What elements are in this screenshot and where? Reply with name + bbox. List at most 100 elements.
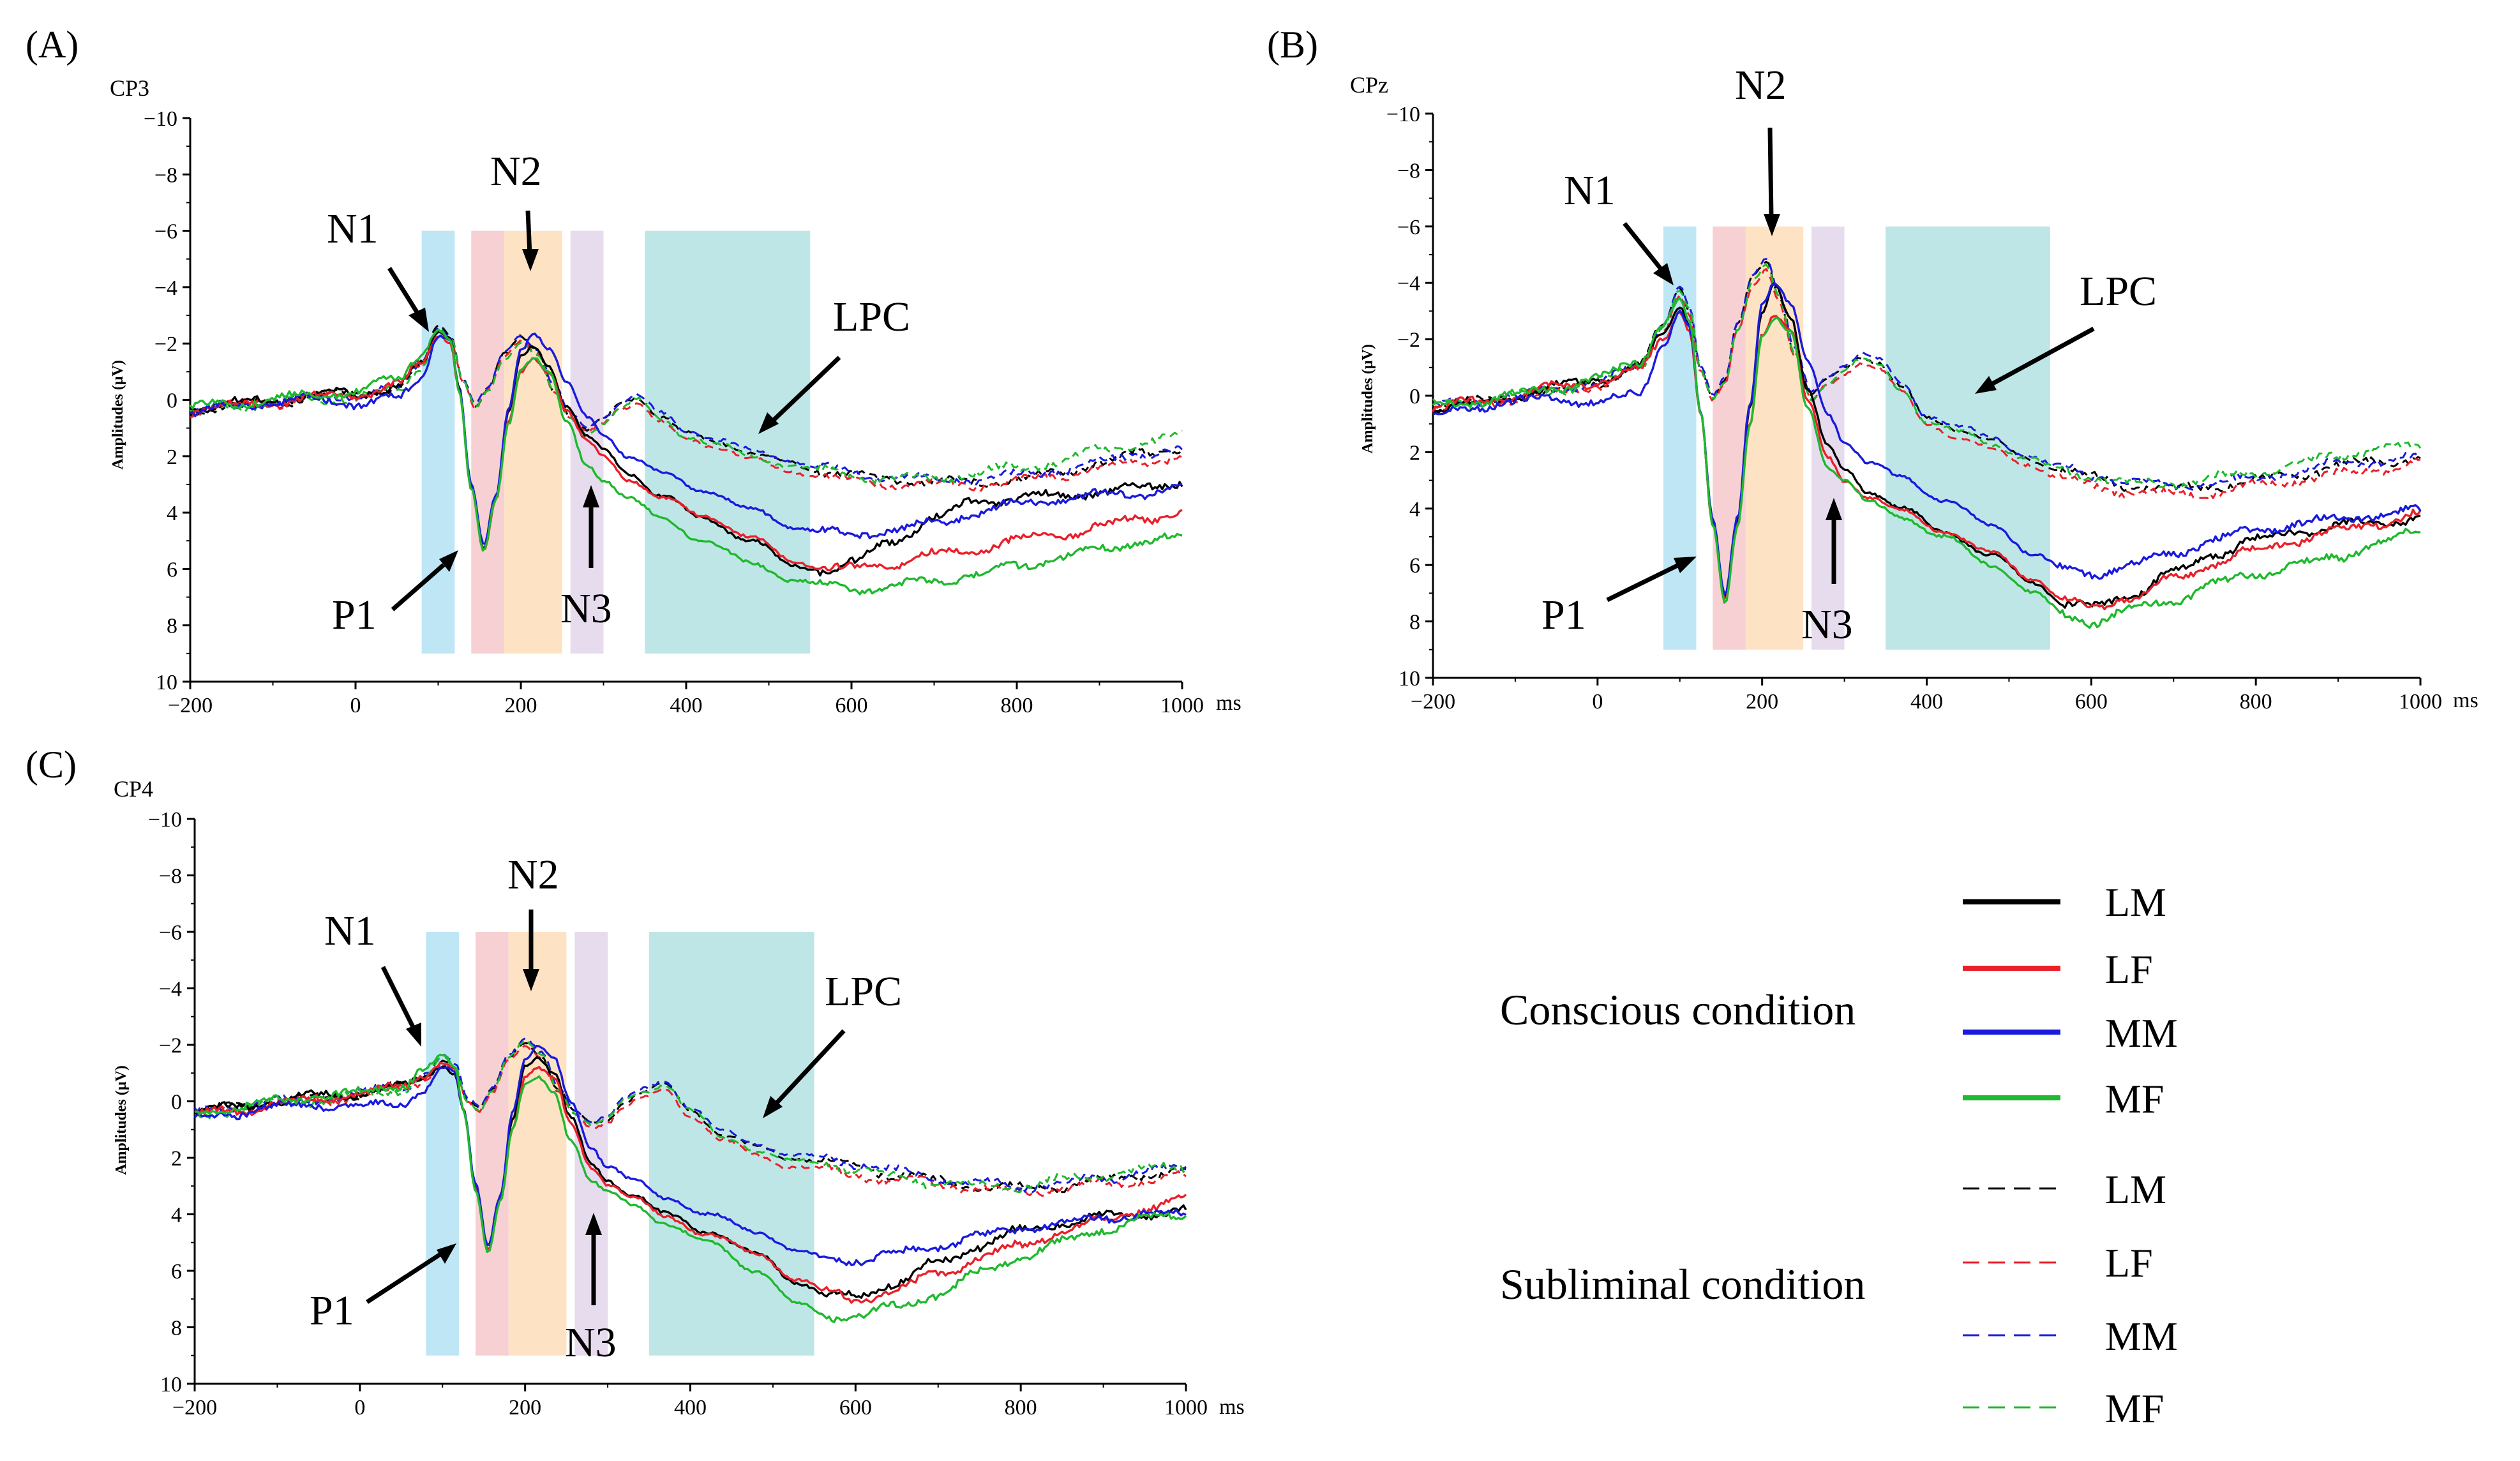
- y-tick-label: 0: [171, 1091, 182, 1114]
- y-tick-label: 8: [171, 1317, 182, 1340]
- arrowhead-n3: [1826, 498, 1842, 520]
- x-tick-label: 1000: [1164, 1396, 1208, 1420]
- x-tick-label: 400: [674, 1396, 707, 1420]
- erp-traces: [193, 1037, 1187, 1324]
- y-tick-label: 10: [160, 1373, 182, 1397]
- x-tick-label: 200: [1746, 690, 1778, 714]
- legend-item-subliminal-lm: LM: [2105, 1167, 2166, 1212]
- trace-conscious-lf: [190, 334, 1183, 572]
- annotation-n1: N1: [324, 908, 376, 954]
- annotation-n2: N2: [1735, 62, 1787, 109]
- erp-traces: [189, 324, 1183, 596]
- y-tick-label: −6: [1397, 216, 1420, 239]
- y-tick-label: −6: [159, 921, 182, 945]
- y-tick-label: 2: [1409, 441, 1420, 465]
- arrowhead-n2: [523, 969, 539, 991]
- legend-item-subliminal-mf: MF: [2105, 1386, 2164, 1431]
- annotation-p1: P1: [332, 592, 377, 638]
- y-tick-label: 2: [171, 1147, 182, 1171]
- annotation-n1: N1: [1564, 167, 1616, 214]
- y-tick-label: 4: [171, 1204, 182, 1227]
- panel-cp3: (A) CP3 −10 −8 −6 −4 −2 0 2 4 6 8 10−200 0 200 400 600…: [26, 24, 1241, 717]
- trace-conscious-mf: [1432, 297, 2421, 629]
- x-tick-label: −200: [172, 1396, 217, 1420]
- y-tick-label: −10: [144, 107, 177, 131]
- legend-item-subliminal-mm: MM: [2105, 1314, 2178, 1359]
- y-tick-label: 8: [1409, 611, 1420, 634]
- annotation-n3: N3: [1801, 601, 1853, 648]
- window-lpc: [645, 230, 811, 654]
- trace-conscious-mm: [193, 1044, 1187, 1266]
- y-tick-label: −10: [1386, 103, 1420, 126]
- x-axis-unit: ms: [2453, 689, 2479, 712]
- arrow-p1: [391, 563, 446, 611]
- y-axis-label: Amplitudes (μV): [1360, 344, 1376, 454]
- panel-cpz: (B) CPz −10 −8 −6 −4 −2 0 2 4 6 8 10−200 0 200 400 600…: [1267, 24, 2479, 714]
- window-n1: [426, 932, 460, 1356]
- arrowhead-lpc: [763, 1096, 783, 1118]
- window-lpc: [1886, 226, 2050, 650]
- legend-item-conscious-mf: MF: [2105, 1076, 2164, 1121]
- x-tick-label: 1000: [2399, 690, 2442, 714]
- axes: −10 −8 −6 −4 −2 0 2 4 6 8 10−200 0 200 400 600 800 1000: [148, 808, 1208, 1420]
- window-n2: [508, 932, 567, 1356]
- arrow-n1: [387, 267, 423, 320]
- y-tick-label: 4: [1409, 498, 1420, 521]
- arrowhead-n1: [406, 1023, 421, 1047]
- y-tick-label: −4: [159, 978, 182, 1001]
- x-tick-label: 0: [350, 694, 361, 717]
- window-lpc: [649, 932, 814, 1356]
- panel-label: (A): [26, 24, 79, 66]
- y-tick-label: 8: [167, 615, 177, 638]
- axes: −10 −8 −6 −4 −2 0 2 4 6 8 10−200 0 200 400 600 800 1000: [144, 107, 1204, 717]
- x-tick-label: 600: [836, 694, 868, 717]
- x-tick-label: 400: [670, 694, 703, 717]
- window-p1: [476, 932, 509, 1356]
- time-windows: [421, 230, 811, 654]
- x-tick-label: 400: [1910, 690, 1943, 714]
- y-tick-label: −8: [159, 865, 182, 888]
- y-tick-label: −8: [154, 163, 177, 187]
- annotation-lpc: LPC: [2080, 268, 2157, 315]
- x-tick-label: 800: [1001, 694, 1033, 717]
- trace-conscious-lf: [1432, 311, 2422, 611]
- y-tick-label: 6: [167, 558, 177, 581]
- legend: Conscious condition Subliminal condition…: [1500, 880, 2178, 1431]
- arrowhead-n1: [409, 308, 429, 332]
- y-tick-label: 4: [167, 502, 177, 525]
- arrow-p1: [366, 1252, 442, 1304]
- legend-item-subliminal-lf: LF: [2105, 1240, 2153, 1285]
- x-axis-unit: ms: [1219, 1395, 1245, 1419]
- y-tick-label: −2: [159, 1034, 182, 1058]
- arrowhead-p1: [437, 1243, 456, 1264]
- y-tick-label: −4: [154, 276, 177, 300]
- arrowhead-n3: [583, 485, 599, 507]
- panel-label: (B): [1267, 24, 1318, 66]
- panel-label: (C): [26, 744, 77, 786]
- y-tick-label: 2: [167, 446, 177, 469]
- annotation-n3: N3: [560, 585, 612, 632]
- y-tick-label: −8: [1397, 159, 1420, 183]
- arrowhead-n1: [1653, 263, 1674, 285]
- trace-conscious-lm: [1432, 282, 2421, 609]
- y-tick-label: −6: [154, 220, 177, 244]
- window-n2: [1745, 226, 1804, 650]
- annotation-n2: N2: [490, 148, 542, 195]
- y-tick-label: 0: [167, 389, 177, 413]
- trace-conscious-lf: [194, 1061, 1187, 1304]
- trace-subliminal-lf: [1432, 268, 2421, 500]
- x-tick-label: 1000: [1160, 694, 1204, 717]
- channel-label: CP3: [110, 75, 149, 101]
- legend-item-conscious-lm: LM: [2105, 880, 2166, 925]
- x-tick-label: 600: [839, 1396, 872, 1420]
- y-tick-label: 10: [1399, 667, 1420, 691]
- arrowhead-lpc: [1975, 376, 1997, 394]
- x-tick-label: 200: [509, 1396, 541, 1420]
- panel-cp4: (C) CP4 −10 −8 −6 −4 −2 0 2 4 6 8 10−200 0 200 400 600…: [26, 744, 1245, 1420]
- y-axis-label: Amplitudes (μV): [113, 1065, 130, 1175]
- y-tick-label: −10: [148, 808, 182, 832]
- arrowhead-lpc: [758, 412, 779, 434]
- y-tick-label: 10: [156, 671, 177, 694]
- legend-subliminal-label: Subliminal condition: [1500, 1260, 1865, 1308]
- trace-conscious-mf: [194, 1053, 1187, 1324]
